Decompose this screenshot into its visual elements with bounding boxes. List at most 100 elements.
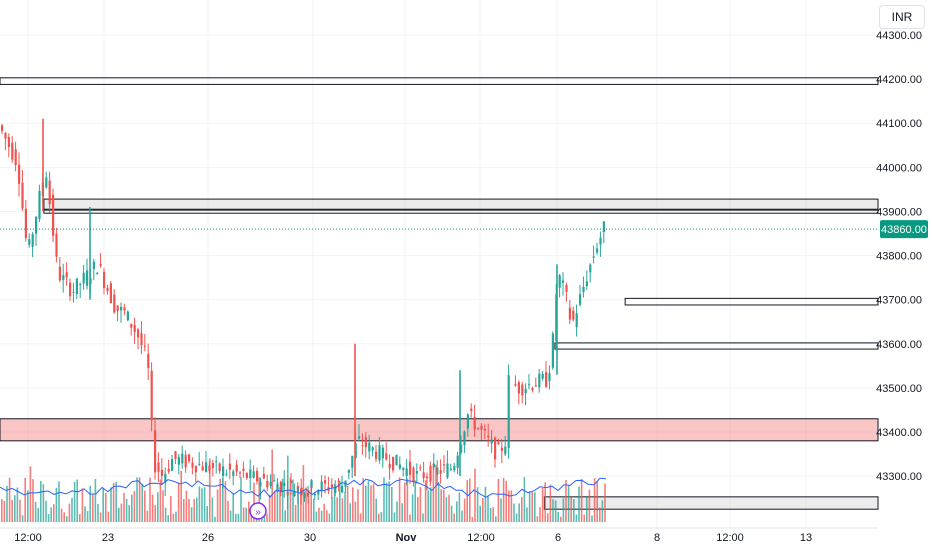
volume-bar bbox=[539, 507, 541, 522]
volume-bar bbox=[378, 513, 380, 522]
candle-body bbox=[96, 272, 99, 275]
volume-bar bbox=[323, 503, 325, 522]
volume-bar bbox=[76, 479, 78, 522]
volume-bar bbox=[341, 498, 344, 522]
price-tick-label: 44300.00 bbox=[876, 30, 922, 42]
candle-body bbox=[483, 428, 486, 431]
candle-body bbox=[368, 442, 371, 452]
volume-bar bbox=[528, 491, 531, 522]
candle-body bbox=[599, 237, 602, 245]
candle-body bbox=[466, 414, 469, 429]
volume-bar bbox=[115, 481, 117, 522]
volume-bar bbox=[107, 511, 110, 522]
volume-bar bbox=[89, 485, 91, 522]
volume-bar bbox=[37, 508, 39, 522]
candle-body bbox=[11, 142, 14, 160]
volume-bar bbox=[557, 511, 559, 522]
volume-bar bbox=[359, 513, 362, 522]
volume-bar bbox=[274, 490, 276, 522]
time-tick-label: 23 bbox=[102, 532, 114, 544]
volume-bar bbox=[333, 483, 336, 522]
zone-outline bbox=[0, 77, 879, 85]
candle-body bbox=[589, 264, 592, 273]
volume-bar bbox=[601, 500, 604, 522]
candle-body bbox=[381, 447, 384, 459]
scroll-realtime-button[interactable]: » bbox=[249, 502, 267, 520]
volume-bar bbox=[159, 479, 162, 522]
volume-bar bbox=[370, 485, 372, 522]
volume-bar bbox=[19, 499, 21, 522]
candle-body bbox=[228, 463, 231, 470]
candle-body bbox=[262, 473, 265, 479]
volume-bar bbox=[167, 515, 169, 522]
volume-bar bbox=[47, 514, 50, 522]
candle-body bbox=[201, 466, 204, 471]
candle-body bbox=[123, 307, 126, 311]
volume-bar bbox=[409, 514, 411, 522]
volume-bar bbox=[565, 480, 567, 522]
volume-bar bbox=[515, 513, 518, 522]
candle-body bbox=[69, 282, 72, 297]
volume-bar bbox=[422, 513, 424, 522]
candle-body bbox=[106, 287, 109, 291]
volume-bar bbox=[271, 449, 273, 522]
volume-bar bbox=[518, 503, 520, 522]
volume-bar bbox=[24, 477, 26, 522]
candle-body bbox=[402, 468, 405, 470]
candle-body bbox=[596, 248, 599, 253]
candle-body bbox=[446, 463, 449, 478]
volume-bar bbox=[242, 507, 245, 522]
volume-bar bbox=[248, 501, 250, 522]
volume-bar bbox=[398, 477, 401, 522]
candle-body bbox=[137, 329, 140, 338]
volume-bar bbox=[458, 492, 461, 522]
volume-bar bbox=[573, 499, 575, 522]
volume-bar bbox=[198, 486, 201, 522]
candle-body bbox=[103, 271, 106, 288]
price-tick-label: 43400.00 bbox=[876, 427, 922, 439]
time-tick-label: 12:00 bbox=[467, 532, 495, 544]
volume-bar bbox=[203, 487, 206, 522]
candle-body bbox=[191, 462, 194, 468]
volume-bar bbox=[463, 498, 466, 522]
currency-button[interactable]: INR bbox=[879, 5, 925, 29]
volume-bar bbox=[354, 501, 357, 522]
candle-body bbox=[126, 311, 129, 321]
volume-bar bbox=[128, 505, 130, 522]
volume-bar bbox=[526, 507, 528, 522]
volume-bar bbox=[102, 487, 104, 522]
candle-body bbox=[194, 466, 197, 473]
candle-body bbox=[317, 490, 320, 495]
volume-bar bbox=[154, 505, 156, 522]
volume-bar bbox=[287, 455, 289, 522]
candle-body bbox=[385, 453, 388, 460]
candle-body bbox=[477, 428, 480, 430]
volume-bar bbox=[40, 481, 42, 522]
candle-body bbox=[320, 481, 323, 491]
volume-bar bbox=[567, 485, 570, 522]
volume-bar bbox=[229, 510, 232, 522]
candle-body bbox=[35, 217, 38, 234]
volume-bar bbox=[404, 482, 406, 522]
candle-body bbox=[528, 384, 531, 386]
zone-outline bbox=[43, 208, 879, 214]
volume-bar bbox=[469, 478, 471, 522]
volume-bar bbox=[554, 500, 557, 522]
volume-bar bbox=[313, 498, 315, 522]
volume-bar bbox=[58, 481, 60, 522]
last-price-label: 43860.00 bbox=[881, 224, 927, 236]
volume-bar bbox=[149, 477, 151, 522]
candle-body bbox=[371, 447, 374, 451]
volume-bar bbox=[190, 507, 193, 522]
candle-body bbox=[24, 208, 27, 238]
candle-body bbox=[405, 468, 408, 476]
volume-bar bbox=[578, 486, 580, 522]
candle-body bbox=[351, 455, 354, 468]
volume-bar bbox=[411, 494, 414, 522]
candle-body bbox=[256, 470, 259, 482]
volume-bar bbox=[414, 480, 416, 522]
candle-body bbox=[415, 471, 418, 474]
candle-body bbox=[177, 457, 180, 465]
